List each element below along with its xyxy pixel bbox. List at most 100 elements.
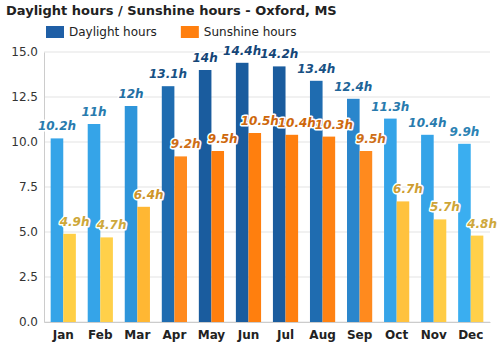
x-tick: Feb <box>88 322 113 342</box>
data-label: 11.3h <box>371 100 409 114</box>
data-label: 9.9h <box>450 125 480 139</box>
x-tick: Dec <box>458 322 483 342</box>
bar <box>63 234 76 322</box>
y-tick-label: 5.0 <box>19 225 38 239</box>
legend-label: Sunshine hours <box>204 25 297 39</box>
bar <box>125 106 138 322</box>
plot: 0.02.55.07.510.012.515.0JanFebMarAprMayJ… <box>11 44 497 342</box>
x-tick: Aug <box>309 322 335 342</box>
x-tick: Sep <box>347 322 373 342</box>
y-tick-label: 7.5 <box>19 180 38 194</box>
x-tick-label: Jul <box>276 328 294 342</box>
data-label: 11h <box>81 105 106 119</box>
y-tick: 12.5 <box>11 90 44 104</box>
data-label: 6.4h <box>134 188 164 202</box>
x-tick: Oct <box>385 322 408 342</box>
data-label: 10.5h <box>241 114 279 128</box>
legend-item: Sunshine hours <box>181 25 297 39</box>
y-tick-label: 2.5 <box>19 270 38 284</box>
x-tick-label: Jun <box>237 328 260 342</box>
legend-label: Daylight hours <box>69 25 157 39</box>
x-tick-label: Mar <box>124 328 150 342</box>
bar <box>384 119 397 322</box>
bars <box>51 63 484 322</box>
data-label: 14h <box>193 51 218 65</box>
data-label: 4.8h <box>466 217 497 231</box>
y-tick: 7.5 <box>19 180 44 194</box>
x-tick-label: Oct <box>385 328 408 342</box>
y-axis: 0.0 2.5 5.0 7.5 10.0 12.5 15.0 <box>11 45 44 329</box>
bar <box>323 137 336 322</box>
bar <box>174 156 187 322</box>
y-tick: 0.0 <box>19 315 44 329</box>
data-label: 5.7h <box>430 200 460 214</box>
x-tick-label: Sep <box>347 328 373 342</box>
legend-swatch <box>181 26 199 38</box>
x-tick: Nov <box>421 322 447 342</box>
x-tick-label: Feb <box>88 328 113 342</box>
y-tick-label: 12.5 <box>11 90 38 104</box>
data-labels: 10.2h11h12h13.1h14h14.4h14.2h13.4h12.4h1… <box>38 44 497 233</box>
data-label: 13.1h <box>149 67 187 81</box>
data-label: 4.9h <box>59 215 90 229</box>
y-tick-label: 0.0 <box>19 315 38 329</box>
bar <box>421 135 434 322</box>
x-tick-label: Jan <box>52 328 74 342</box>
title: Daylight hours / Sunshine hours - Oxford… <box>6 3 337 18</box>
bar <box>211 151 224 322</box>
grid-line <box>44 97 490 98</box>
data-label: 9.5h <box>208 132 238 146</box>
data-label: 9.5h <box>356 132 386 146</box>
x-tick: Mar <box>124 322 150 342</box>
y-tick: 2.5 <box>19 270 44 284</box>
data-label: 4.7h <box>96 218 127 232</box>
bar <box>397 201 410 322</box>
x-tick-label: Nov <box>421 328 447 342</box>
bar <box>434 219 447 322</box>
x-axis-line <box>45 322 491 323</box>
legend: Daylight hours Sunshine hours <box>46 25 296 39</box>
data-label: 14.2h <box>260 47 298 61</box>
data-label: 10.4h <box>278 116 316 130</box>
x-tick-label: Dec <box>458 328 483 342</box>
y-tick: 10.0 <box>11 135 44 149</box>
x-tick-label: Aug <box>309 328 335 342</box>
legend-item: Daylight hours <box>46 25 157 39</box>
bar <box>458 144 471 322</box>
bar <box>286 135 299 322</box>
bar <box>137 207 150 322</box>
y-tick: 5.0 <box>19 225 44 239</box>
data-label: 6.7h <box>393 182 423 196</box>
bar <box>248 133 261 322</box>
y-tick: 15.0 <box>11 45 44 59</box>
data-label: 9.2h <box>171 137 201 151</box>
x-tick: Jul <box>276 322 294 342</box>
bar <box>199 70 212 322</box>
bar <box>236 63 249 322</box>
bar <box>360 151 373 322</box>
bar <box>273 66 286 322</box>
y-tick-label: 15.0 <box>11 45 38 59</box>
x-tick: Jan <box>52 322 74 342</box>
data-label: 12h <box>118 87 143 101</box>
bar <box>51 138 64 322</box>
chart: Daylight hours / Sunshine hours - Oxford… <box>0 0 500 350</box>
x-tick-label: Apr <box>162 328 186 342</box>
data-label: 13.4h <box>297 62 335 76</box>
x-tick: May <box>198 322 226 342</box>
data-label: 10.2h <box>38 119 76 133</box>
bar <box>471 236 484 322</box>
x-axis: Jan Feb Mar Apr May Jun Jul Aug Sep Oct Nov Dec <box>45 322 491 342</box>
grid <box>44 52 490 322</box>
data-label: 10.3h <box>315 118 353 132</box>
x-tick-label: May <box>198 328 226 342</box>
legend-swatch <box>46 26 64 38</box>
bar <box>162 86 175 322</box>
data-label: 14.4h <box>223 44 261 58</box>
bar <box>100 237 113 322</box>
y-tick-label: 10.0 <box>11 135 38 149</box>
x-tick: Apr <box>162 322 186 342</box>
x-tick: Jun <box>237 322 260 342</box>
y-axis-line <box>44 53 45 323</box>
data-label: 10.4h <box>408 116 446 130</box>
